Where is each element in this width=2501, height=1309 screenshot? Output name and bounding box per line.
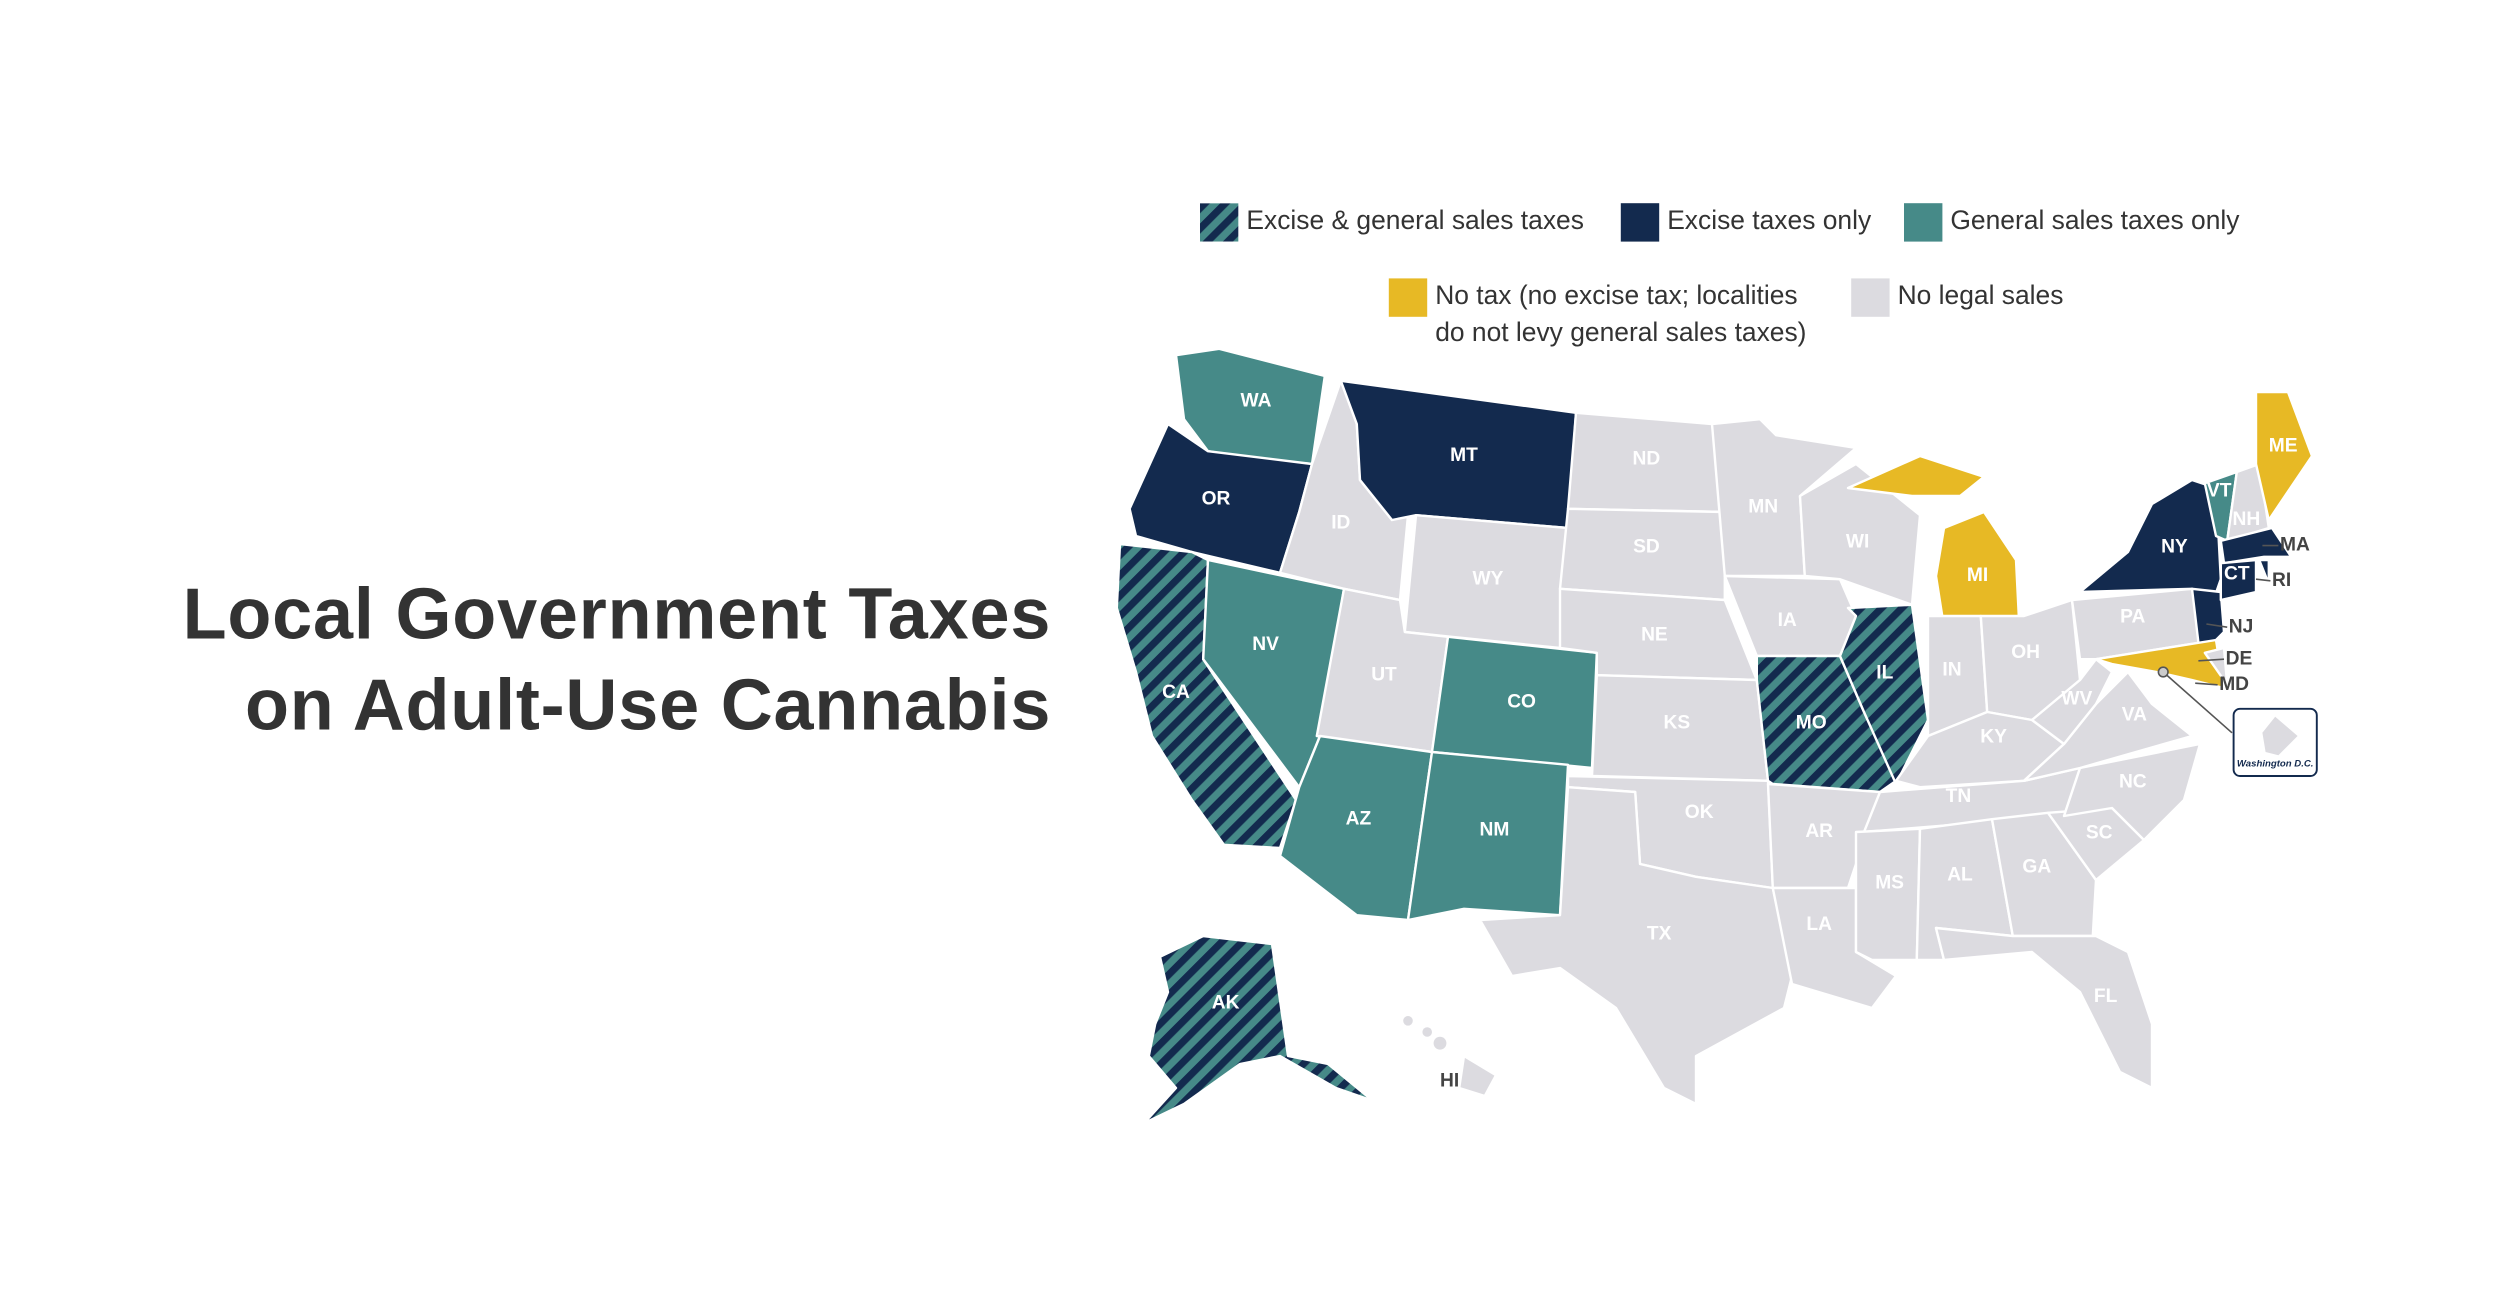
state-wi: [1798, 462, 1922, 607]
state-label-me: ME: [2269, 435, 2298, 456]
state-ca: [1115, 542, 1298, 850]
state-label-tx: TX: [1647, 923, 1672, 944]
state-label-ks: KS: [1663, 712, 1690, 733]
title-line-1: Local Government Taxes: [182, 572, 1052, 655]
state-nm: [1406, 750, 1570, 922]
legend-item-general: General sales taxes only: [1904, 203, 2240, 242]
state-label-ky: KY: [1980, 727, 2007, 748]
hawaii-island: [1403, 1016, 1413, 1026]
state-label-ri: RI: [2272, 570, 2291, 591]
state-fl: [1934, 926, 2154, 1090]
state-label-wi: WI: [1846, 531, 1869, 552]
legend-label: Excise taxes only: [1667, 206, 1872, 236]
legend-label: Excise & general sales taxes: [1246, 206, 1584, 236]
state-label-tn: TN: [1946, 786, 1972, 807]
dc-shape: [2262, 716, 2298, 756]
state-label-pa: PA: [2120, 607, 2145, 628]
state-de: [2203, 646, 2229, 687]
state-label-wv: WV: [2061, 688, 2092, 709]
yellow-swatch: [1388, 278, 1428, 317]
state-ma: [2219, 526, 2293, 565]
navy-swatch: [1620, 203, 1660, 242]
teal-swatch: [1904, 203, 1943, 242]
legend-item-excise: Excise taxes only: [1620, 203, 1872, 242]
leader-line: [2206, 623, 2228, 628]
state-label-nh: NH: [2233, 509, 2261, 530]
state-label-de: DE: [2226, 648, 2253, 669]
state-label-or: OR: [1202, 488, 1231, 509]
legend-item-both: Excise & general sales taxes: [1200, 203, 1584, 242]
state-label-ar: AR: [1805, 821, 1833, 842]
state-label-mn: MN: [1748, 496, 1778, 517]
state-label-ca: CA: [1162, 682, 1190, 703]
hawaii-island: [1433, 1036, 1447, 1050]
state-label-mo: MO: [1796, 712, 1827, 733]
state-label-nj: NJ: [2229, 616, 2254, 637]
state-label-id: ID: [1331, 512, 1350, 533]
state-ri: [2258, 558, 2271, 586]
state-label-mt: MT: [1450, 445, 1478, 466]
dc-inset: Washington D.C.: [2157, 666, 2318, 777]
state-label-nc: NC: [2119, 771, 2147, 792]
state-wv: [2030, 658, 2114, 746]
state-label-mi: MI: [1967, 565, 1988, 586]
legend-label: No legal sales: [1897, 281, 2064, 311]
state-label-ak: AK: [1212, 992, 1240, 1013]
state-label-ny: NY: [2161, 536, 2188, 557]
state-label-co: CO: [1507, 691, 1536, 712]
state-tx: [1478, 786, 1794, 1106]
state-label-va: VA: [2122, 704, 2147, 725]
state-label-in: IN: [1942, 659, 1961, 680]
state-label-nm: NM: [1479, 819, 1509, 840]
state-label-la: LA: [1806, 914, 1832, 935]
state-label-ok: OK: [1685, 802, 1714, 823]
state-label-al: AL: [1947, 864, 1973, 885]
state-label-ma: MA: [2280, 535, 2310, 556]
dc-label: Washington D.C.: [2237, 758, 2314, 769]
state-label-hi: HI: [1440, 1071, 1459, 1092]
leader-line: [2195, 682, 2218, 686]
state-label-wa: WA: [1241, 391, 1272, 412]
state-label-ct: CT: [2224, 563, 2250, 584]
state-label-nv: NV: [1252, 634, 1279, 655]
state-label-ne: NE: [1641, 624, 1668, 645]
state-label-fl: FL: [2094, 986, 2118, 1007]
state-label-ia: IA: [1778, 610, 1797, 631]
state-label-il: IL: [1876, 663, 1893, 684]
state-mi: [1846, 454, 1986, 498]
state-md: [2094, 638, 2226, 690]
state-hi: [1458, 1054, 1498, 1098]
state-label-vt: VT: [2207, 480, 2232, 501]
state-label-wy: WY: [1473, 568, 1504, 589]
gray-swatch: [1851, 278, 1890, 317]
legend-item-illegal: No legal sales: [1851, 278, 2064, 317]
legend-item-none: No tax (no excise tax; localities do not …: [1388, 278, 1807, 352]
state-il: [1838, 603, 1930, 786]
state-label-nd: ND: [1633, 448, 1661, 469]
state-label-sd: SD: [1633, 536, 1660, 557]
state-label-oh: OH: [2011, 642, 2040, 663]
legend-label: No tax (no excise tax; localities do not …: [1435, 281, 1807, 348]
state-label-ms: MS: [1875, 872, 1904, 893]
state-ct: [2219, 558, 2258, 602]
hatch-swatch: [1200, 203, 1239, 242]
legend-label: General sales taxes only: [1950, 206, 2240, 236]
state-ak: [1142, 934, 1375, 1125]
state-label-az: AZ: [1346, 808, 1372, 829]
state-label-sc: SC: [2086, 823, 2113, 844]
state-label-md: MD: [2219, 674, 2249, 695]
state-label-ga: GA: [2022, 856, 2051, 877]
state-ms: [1854, 827, 1922, 962]
hawaii-island: [1422, 1027, 1432, 1037]
state-me: [2254, 390, 2314, 522]
leader-line: [2198, 658, 2225, 662]
leader-line: [2255, 578, 2271, 582]
state-ar: [1766, 782, 1882, 890]
title-line-2: on Adult-Use Cannabis: [245, 664, 1052, 746]
state-label-ut: UT: [1371, 664, 1397, 685]
